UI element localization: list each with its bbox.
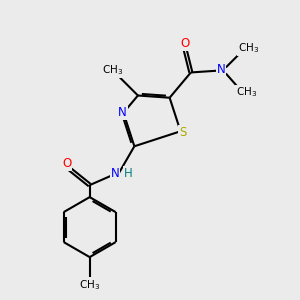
Text: S: S <box>179 126 186 139</box>
Text: O: O <box>180 37 190 50</box>
Text: CH$_3$: CH$_3$ <box>79 278 100 292</box>
Text: CH$_3$: CH$_3$ <box>236 85 257 99</box>
Text: CH$_3$: CH$_3$ <box>238 42 260 56</box>
Text: O: O <box>62 157 71 169</box>
Text: N: N <box>118 106 127 119</box>
Text: N: N <box>217 63 225 76</box>
Text: N: N <box>110 167 119 180</box>
Text: H: H <box>124 167 132 180</box>
Text: CH$_3$: CH$_3$ <box>102 63 123 77</box>
